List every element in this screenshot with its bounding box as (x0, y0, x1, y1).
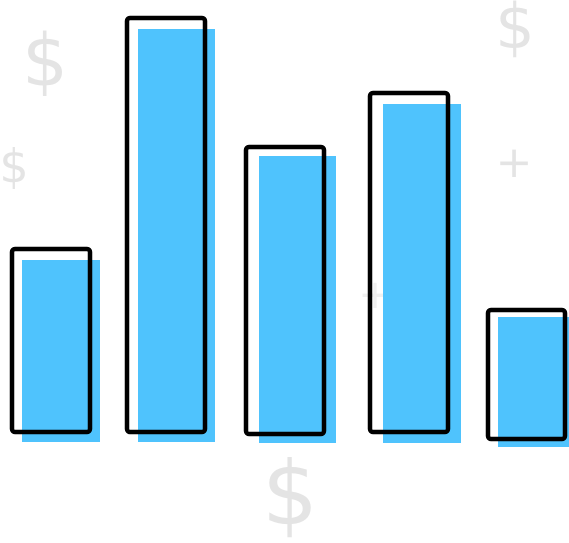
bar-outline (9, 246, 93, 435)
dollar-sign: $ (0, 140, 29, 194)
bar-outlines (9, 15, 568, 442)
bar-fill (498, 317, 569, 447)
dollar-sign: $ (495, 0, 534, 63)
bar-fill (22, 260, 100, 442)
plus-sign: + (496, 137, 533, 188)
bar-outline (485, 307, 568, 442)
bar-fill (138, 29, 215, 442)
bar-outline (124, 15, 208, 435)
bar-outline (367, 90, 451, 435)
dollar-sign: $ (22, 19, 68, 103)
dollar-sign: $ (262, 442, 318, 543)
bar-outline (243, 144, 327, 437)
